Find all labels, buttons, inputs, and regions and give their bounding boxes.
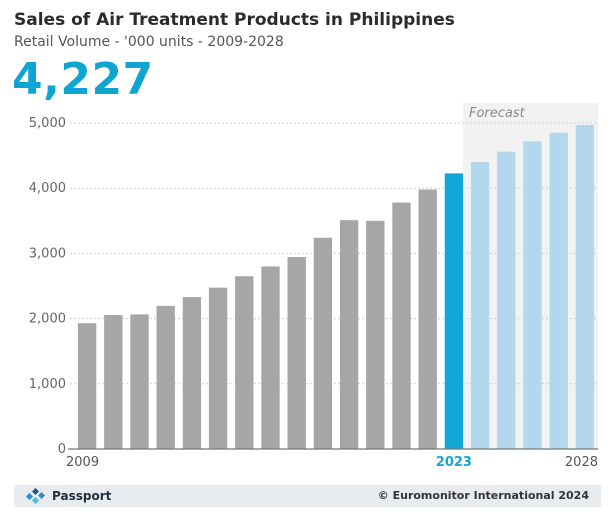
bar-2010 xyxy=(104,315,123,449)
x-tick-label-2028: 2028 xyxy=(565,455,598,470)
bar-2017 xyxy=(287,256,306,449)
headline-value: 4,227 xyxy=(12,54,154,105)
y-tick-label: 3,000 xyxy=(29,246,66,261)
forecast-label: Forecast xyxy=(469,106,526,121)
bar-2028 xyxy=(575,124,595,450)
footer-bar: Passport © Euromonitor International 202… xyxy=(14,485,601,507)
bar-2025 xyxy=(497,151,516,450)
bar-2023 xyxy=(444,173,464,449)
chart-subtitle: Retail Volume - '000 units - 2009-2028 xyxy=(14,34,284,50)
copyright-text: © Euromonitor International 2024 xyxy=(377,489,589,502)
y-tick-label: 4,000 xyxy=(29,181,66,196)
bar-2012 xyxy=(156,305,175,449)
axes: 0 1,000 2,000 3,000 4,000 5,000 2009 2023 2028 xyxy=(29,116,598,470)
x-tick-label-2009: 2009 xyxy=(66,455,99,470)
bar-2018 xyxy=(313,237,333,449)
bar-2022 xyxy=(418,189,437,449)
bar-2014 xyxy=(208,287,228,449)
bar-2027 xyxy=(549,132,568,449)
bar-2026 xyxy=(523,141,542,450)
passport-logo-icon xyxy=(26,488,46,504)
y-tick-label: 1,000 xyxy=(29,377,66,392)
bar-2011 xyxy=(130,314,149,449)
bar-2021 xyxy=(392,202,411,449)
brand-name: Passport xyxy=(52,489,112,503)
y-tick-label: 0 xyxy=(58,442,66,457)
passport-logo[interactable]: Passport xyxy=(26,487,111,505)
bar-2020 xyxy=(366,220,385,449)
chart-title: Sales of Air Treatment Products in Phili… xyxy=(14,10,455,30)
y-tick-label: 2,000 xyxy=(29,312,66,327)
x-tick-label-2023: 2023 xyxy=(436,455,472,470)
y-tick-label: 5,000 xyxy=(29,116,66,131)
bar-2009 xyxy=(77,323,97,449)
bar-2016 xyxy=(261,266,280,449)
bar-2024 xyxy=(470,162,490,449)
bar-2015 xyxy=(235,276,254,449)
bar-2019 xyxy=(339,220,359,449)
bar-2013 xyxy=(182,297,202,449)
bar-chart: Forecast 0 1,000 2,000 3,000 4,000 5,000 2009 2… xyxy=(29,103,598,470)
bars xyxy=(77,124,595,450)
